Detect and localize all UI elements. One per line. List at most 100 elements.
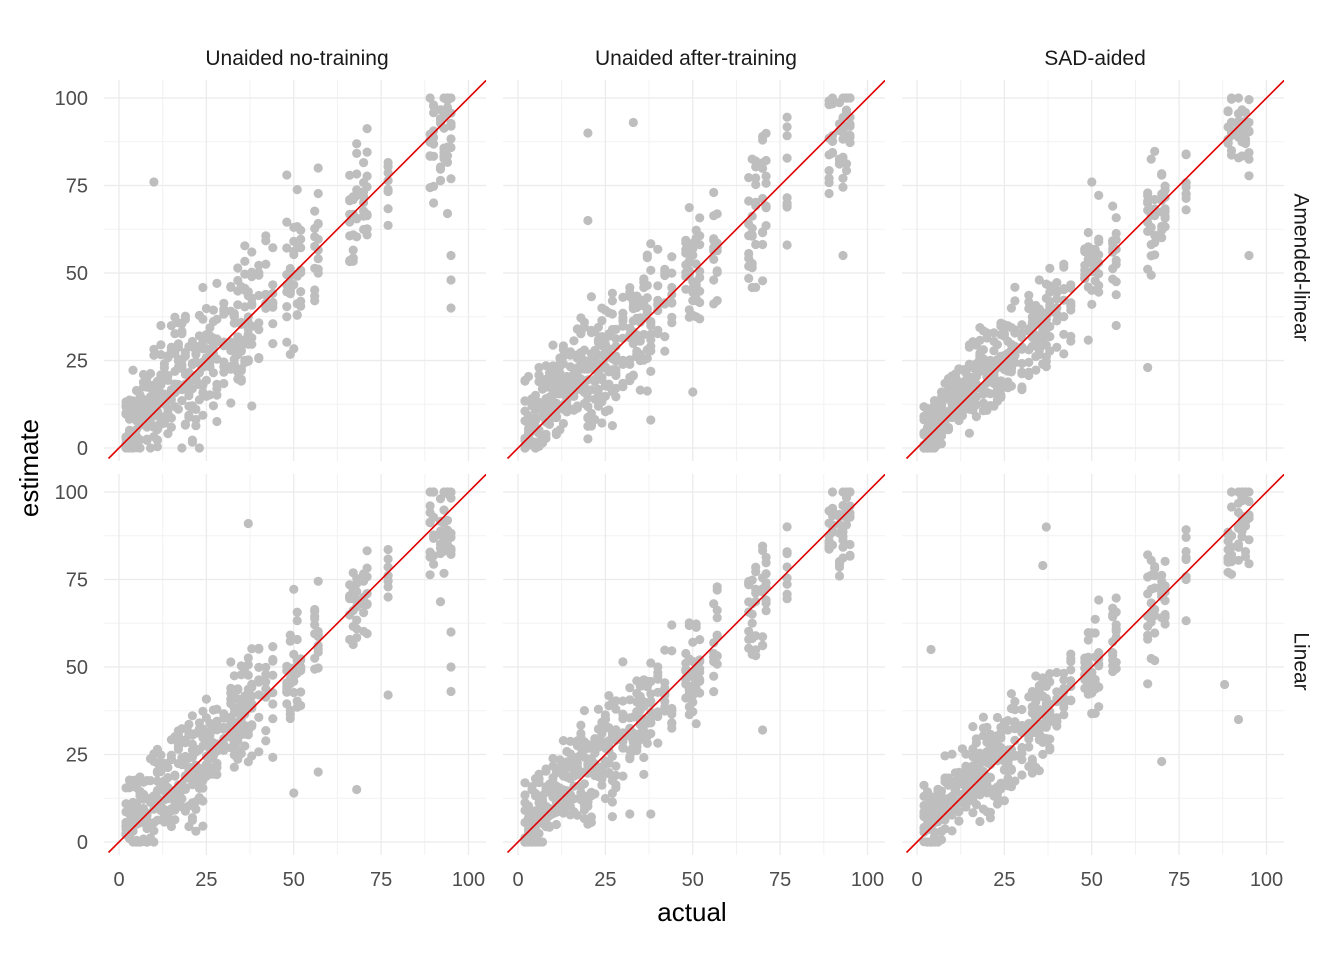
data-point — [296, 287, 306, 297]
data-point — [236, 748, 246, 759]
data-point — [1090, 628, 1100, 638]
data-point — [292, 185, 302, 195]
data-point — [1244, 117, 1254, 127]
data-point — [628, 339, 638, 349]
data-point — [593, 704, 604, 714]
data-point — [660, 332, 670, 342]
data-point — [212, 416, 222, 427]
data-point — [530, 788, 541, 799]
data-point — [442, 151, 453, 161]
data-point — [758, 632, 768, 642]
data-point — [1244, 513, 1254, 523]
data-point — [1041, 522, 1051, 532]
data-point — [992, 712, 1003, 723]
data-point — [1143, 634, 1153, 644]
data-point — [352, 579, 362, 589]
data-point — [362, 211, 372, 221]
data-point — [555, 755, 565, 765]
x-tick-label: 75 — [769, 869, 791, 891]
data-point — [383, 690, 393, 700]
data-point — [1244, 95, 1254, 105]
data-point — [548, 361, 558, 371]
x-tick-label: 50 — [1081, 869, 1103, 891]
data-point — [254, 747, 264, 757]
data-point — [282, 686, 292, 696]
data-point — [180, 420, 190, 430]
data-point — [611, 365, 621, 375]
data-point — [597, 418, 607, 428]
data-point — [166, 755, 176, 765]
data-point — [247, 339, 257, 349]
data-point — [313, 631, 323, 642]
data-point — [712, 209, 722, 219]
data-point — [292, 607, 302, 617]
data-point — [534, 370, 544, 380]
data-point — [1143, 196, 1153, 206]
data-point — [247, 720, 257, 730]
data-point — [240, 256, 250, 266]
data-point — [954, 816, 964, 826]
data-point — [600, 793, 611, 804]
y-tick-label: 75 — [66, 570, 88, 592]
data-point — [569, 336, 579, 346]
data-point — [442, 157, 453, 167]
data-point — [362, 546, 372, 556]
data-point — [1006, 381, 1017, 391]
data-point — [177, 724, 187, 734]
data-point — [590, 374, 600, 384]
data-point — [618, 696, 628, 706]
strip-label-row-2: Linear — [1289, 632, 1312, 690]
data-point — [569, 794, 579, 804]
data-point — [1111, 228, 1121, 239]
data-point — [841, 520, 852, 530]
data-point — [681, 245, 691, 255]
data-point — [1017, 328, 1027, 338]
data-point — [310, 206, 320, 216]
data-point — [1010, 358, 1020, 368]
data-point — [1108, 648, 1118, 658]
data-point — [544, 822, 555, 832]
data-point — [429, 198, 439, 208]
data-point — [152, 815, 162, 825]
data-point — [611, 696, 621, 706]
data-point — [429, 533, 439, 544]
data-point — [1226, 550, 1237, 560]
data-point — [1006, 689, 1017, 699]
data-point — [1052, 342, 1062, 352]
data-point — [758, 545, 768, 556]
x-tick-label: 0 — [113, 869, 124, 891]
data-point — [1244, 171, 1254, 181]
data-point — [362, 599, 372, 609]
data-point — [1059, 329, 1069, 339]
data-point — [1034, 766, 1044, 776]
data-point — [1027, 754, 1037, 765]
data-point — [429, 559, 439, 569]
data-point — [435, 176, 446, 186]
data-point — [1017, 320, 1027, 330]
data-point — [383, 220, 393, 230]
y-tick-label: 100 — [55, 482, 88, 504]
data-point — [243, 660, 253, 670]
data-point — [642, 293, 652, 303]
data-point — [782, 594, 792, 604]
data-point — [212, 379, 222, 389]
data-point — [1150, 628, 1160, 638]
data-point — [646, 265, 656, 275]
data-point — [1223, 106, 1233, 116]
data-point — [1031, 697, 1041, 707]
x-tick-label: 25 — [594, 869, 616, 891]
data-point — [1226, 542, 1237, 552]
data-point — [541, 429, 551, 439]
data-point — [1066, 280, 1076, 290]
grid — [503, 474, 885, 855]
data-point — [642, 353, 652, 363]
data-point — [1017, 743, 1027, 753]
data-point — [170, 771, 180, 781]
data-point — [1045, 346, 1055, 356]
data-point — [1083, 652, 1093, 662]
data-point — [611, 383, 621, 393]
data-point — [1150, 250, 1160, 260]
data-point — [1045, 743, 1055, 753]
data-point — [282, 217, 292, 227]
data-point — [572, 810, 583, 820]
